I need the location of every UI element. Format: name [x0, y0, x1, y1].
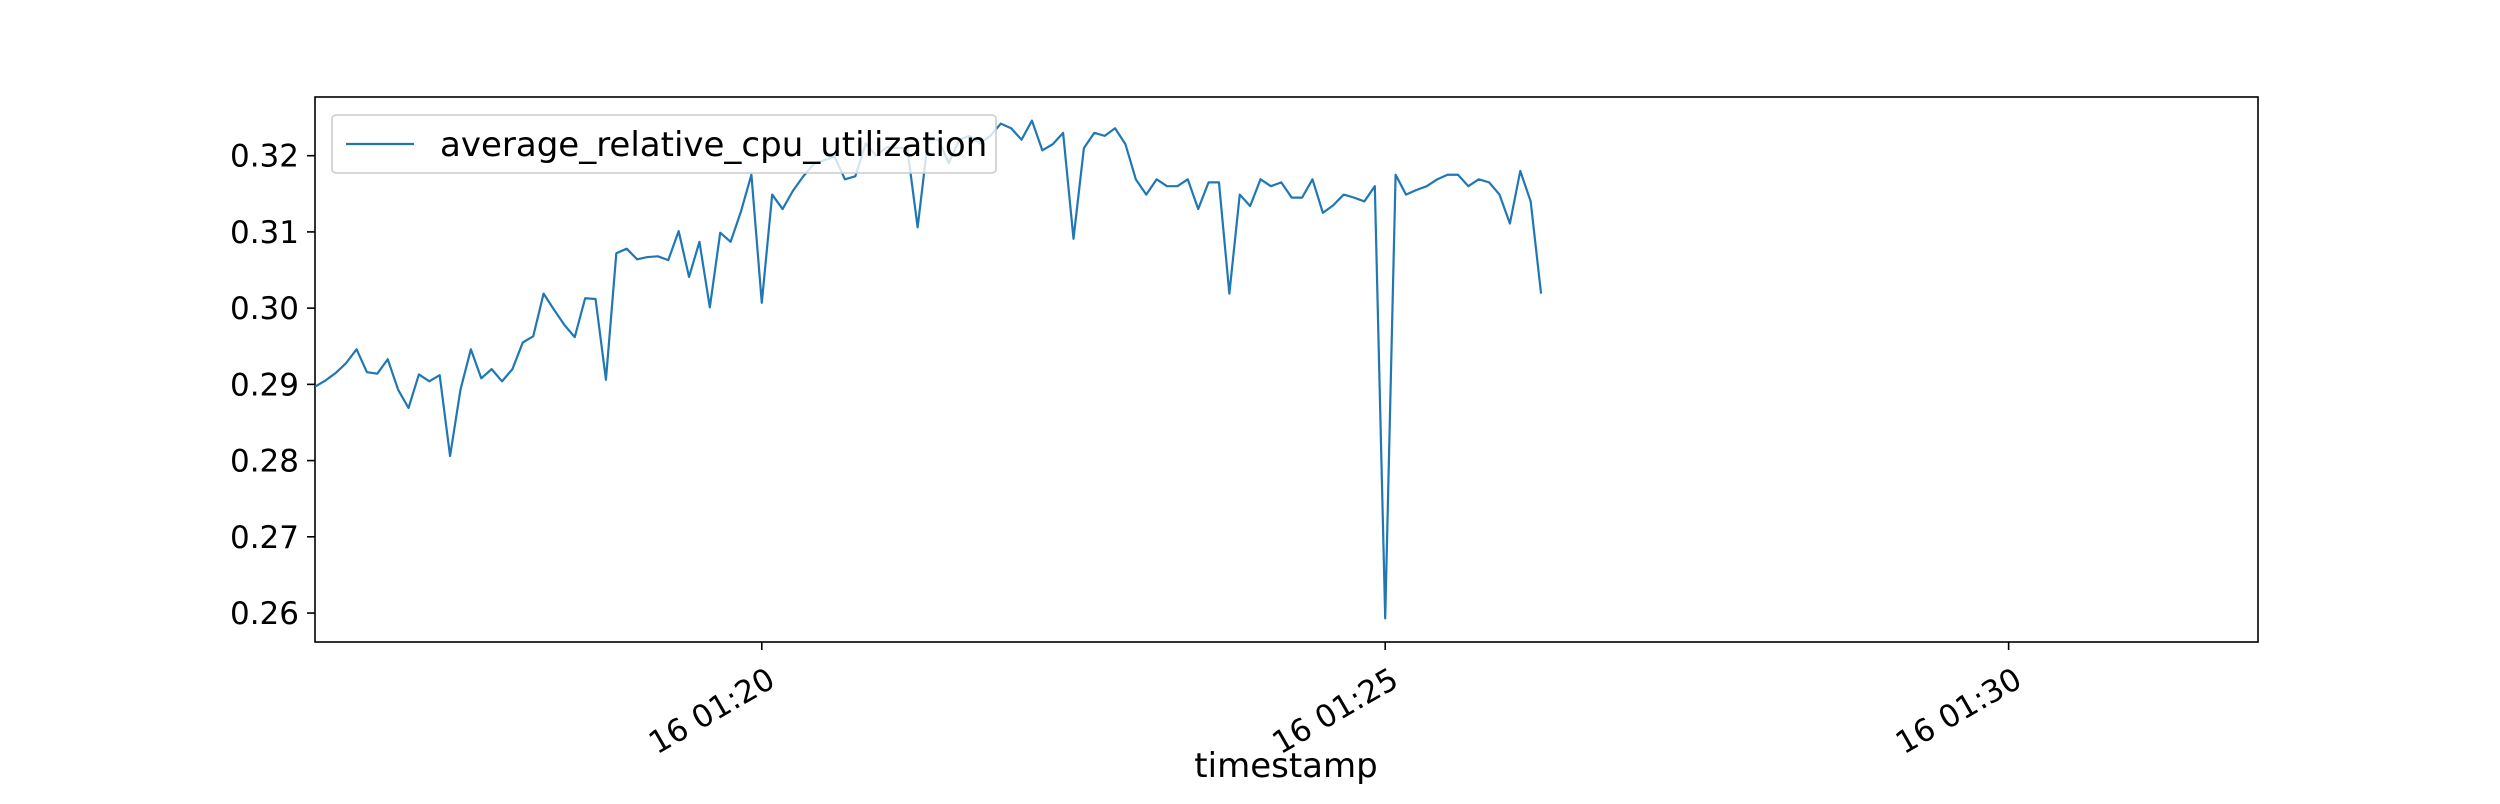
y-tick-label: 0.26 — [230, 596, 299, 632]
series-layer — [315, 119, 1543, 620]
x-tick-label: 16 01:30 — [1890, 661, 2028, 761]
x-tick-label: 16 01:20 — [643, 661, 781, 761]
y-tick-label: 0.32 — [230, 139, 299, 175]
legend: average_relative_cpu_utilization — [331, 114, 997, 174]
y-tick-label: 0.27 — [230, 520, 299, 556]
x-axis-label: timestamp — [1194, 746, 1377, 786]
y-tick-label: 0.30 — [230, 291, 299, 327]
y-axis: 0.26 0.27 0.28 0.29 0.30 0.31 0.32 — [230, 139, 315, 632]
x-axis: 16 01:20 16 01:25 16 01:30 — [643, 642, 2028, 762]
legend-box — [331, 114, 997, 174]
y-tick-label: 0.31 — [230, 215, 299, 251]
plot-frame — [314, 96, 2259, 643]
y-tick-label: 0.29 — [230, 367, 299, 403]
legend-label: average_relative_cpu_utilization — [440, 125, 987, 165]
series-line — [315, 119, 1543, 620]
y-tick-label: 0.28 — [230, 444, 299, 480]
plot-area — [314, 96, 2259, 643]
